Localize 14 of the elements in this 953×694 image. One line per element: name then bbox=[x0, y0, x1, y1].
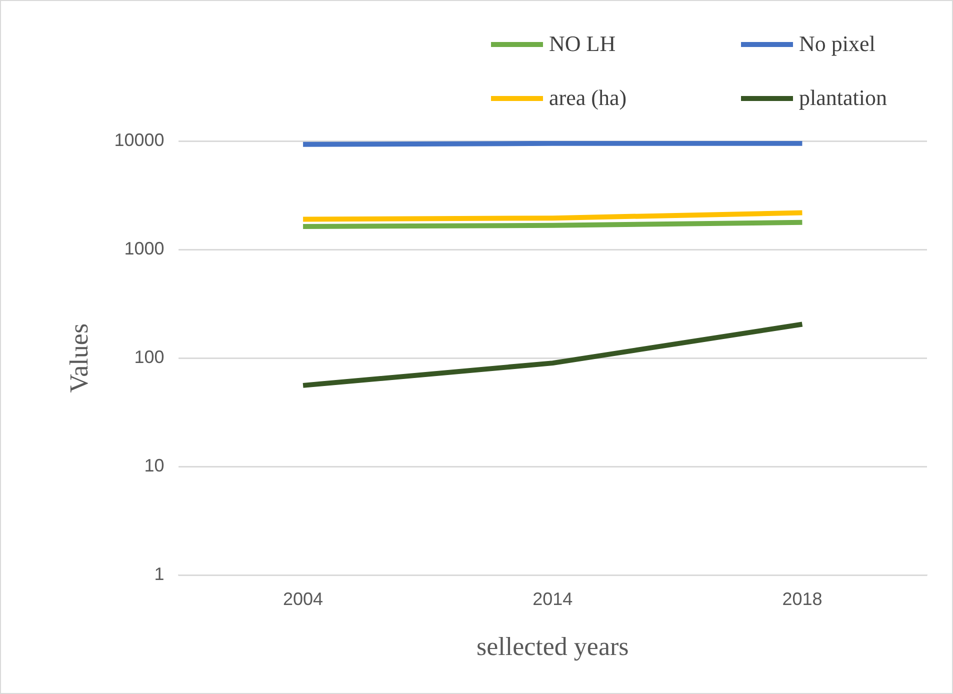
legend-label: area (ha) bbox=[549, 85, 627, 111]
y-tick-label: 10000 bbox=[114, 130, 164, 150]
x-tick-label: 2014 bbox=[532, 588, 573, 609]
y-tick-label: 100 bbox=[134, 347, 164, 368]
y-tick-label: 1000 bbox=[124, 238, 164, 259]
legend-label: plantation bbox=[799, 85, 887, 111]
legend-label: No pixel bbox=[799, 31, 876, 57]
x-tick-label: 2004 bbox=[283, 588, 324, 609]
x-tick-label: 2018 bbox=[782, 588, 822, 609]
legend-label: NO LH bbox=[549, 31, 616, 57]
y-tick-label: 1 bbox=[154, 564, 164, 584]
y-axis-title: Values bbox=[64, 323, 94, 393]
y-tick-label: 10 bbox=[144, 456, 164, 476]
x-axis-title: sellected years bbox=[476, 632, 629, 662]
